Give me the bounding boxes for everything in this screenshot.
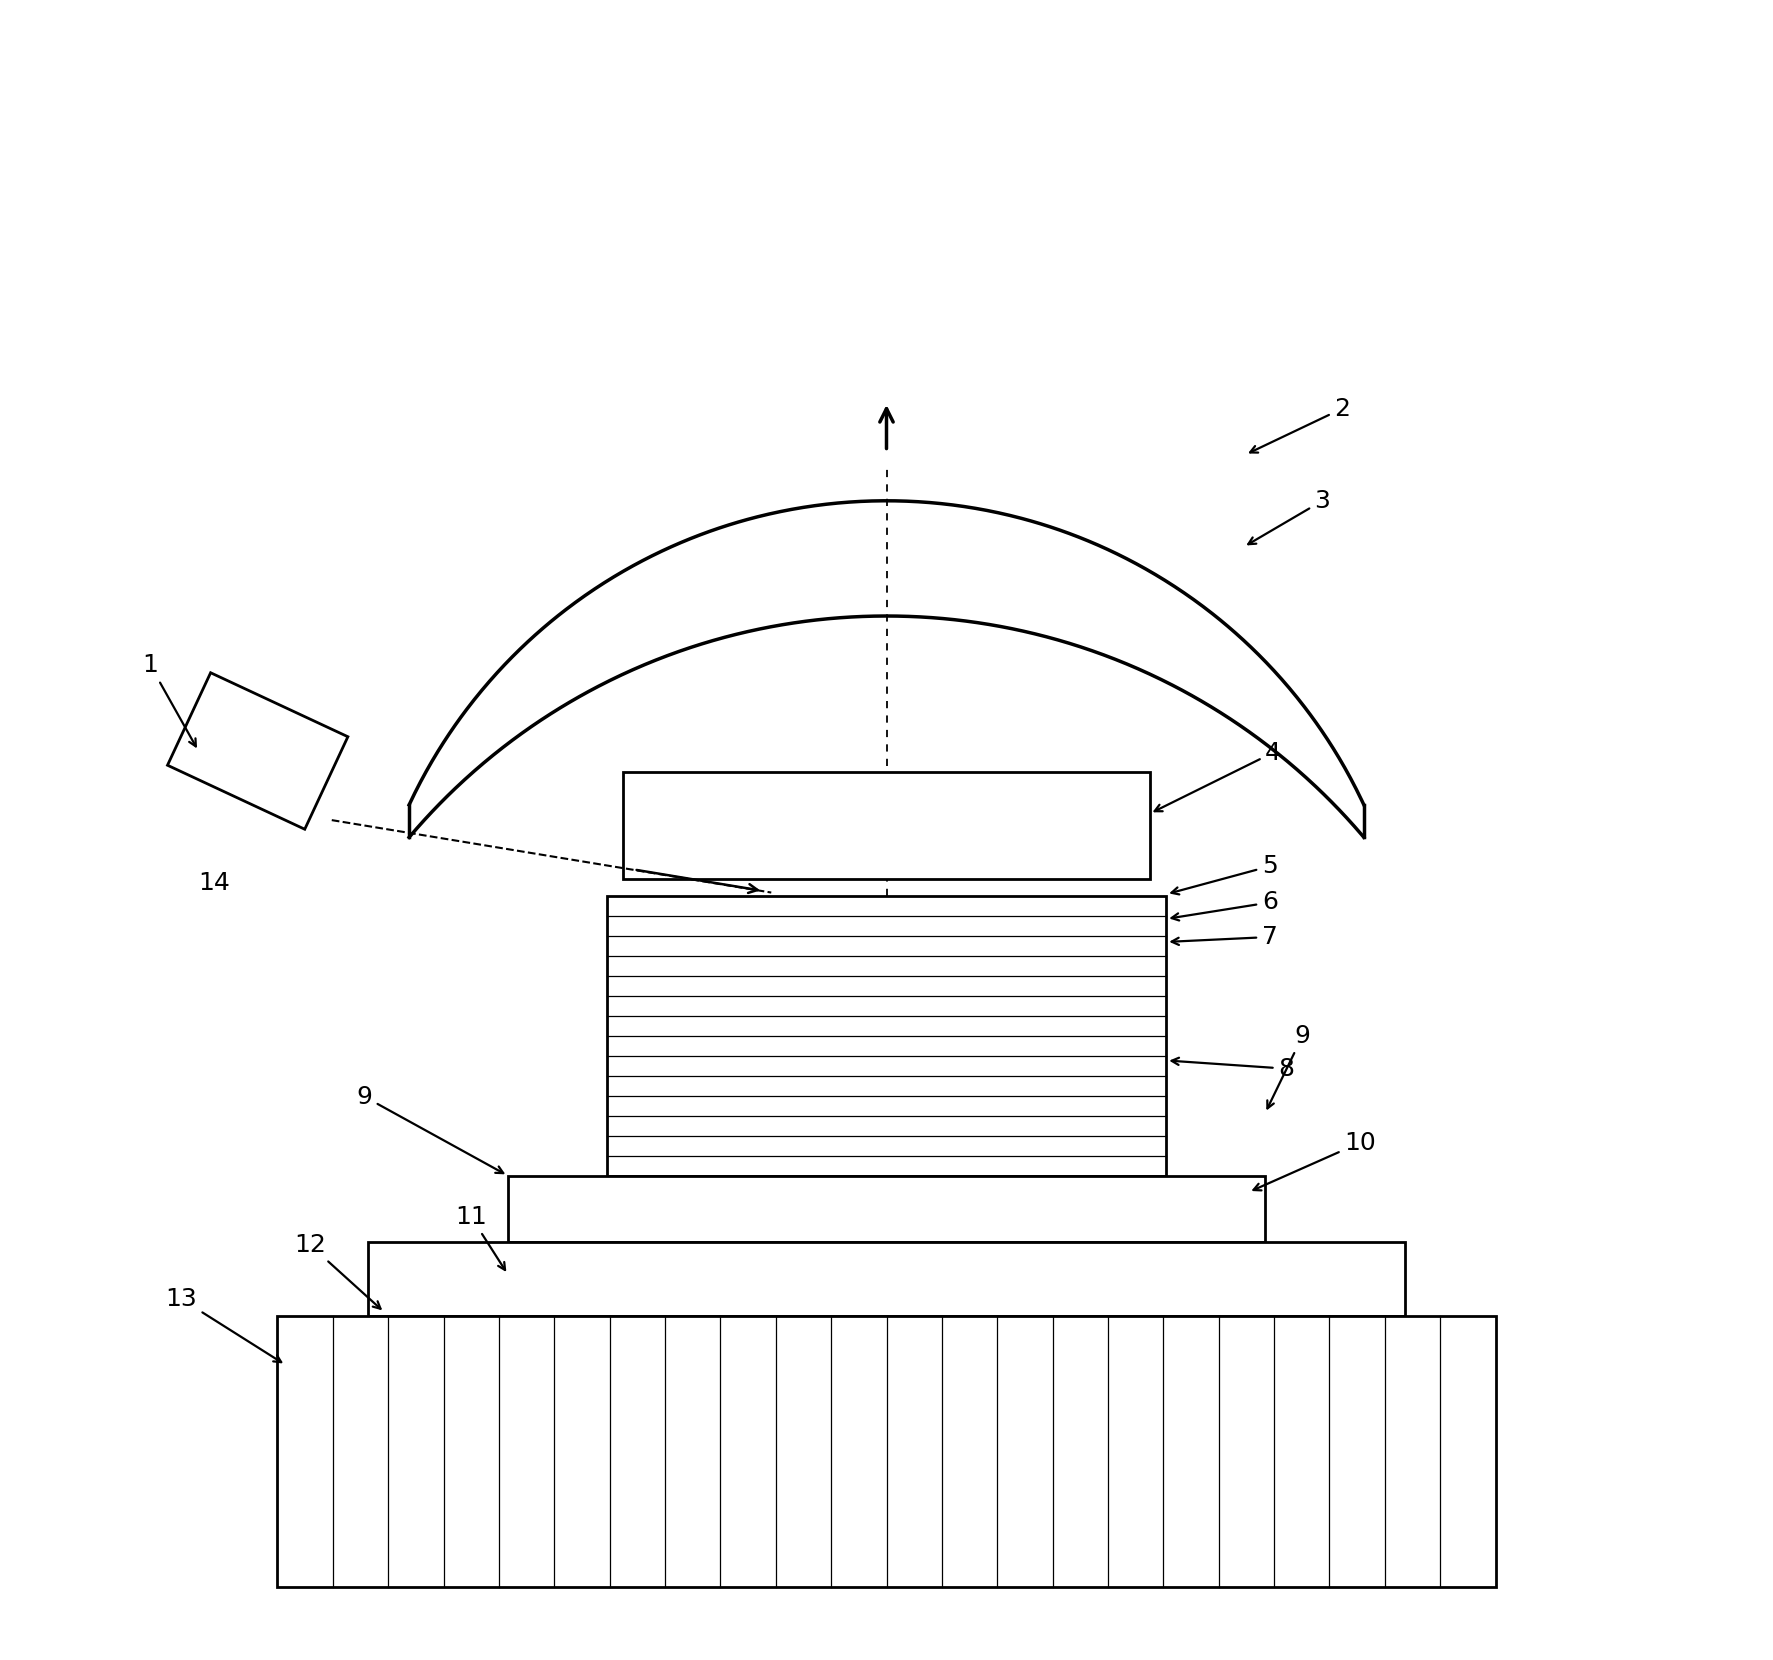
Text: 13: 13 bbox=[165, 1286, 282, 1363]
Text: 5: 5 bbox=[1172, 855, 1278, 895]
Bar bbox=[277, 1316, 1496, 1587]
Bar bbox=[369, 1242, 1404, 1316]
Bar bbox=[622, 772, 1151, 880]
Text: 9: 9 bbox=[1268, 1024, 1310, 1109]
Text: 8: 8 bbox=[1172, 1057, 1294, 1081]
Text: 2: 2 bbox=[1250, 397, 1351, 453]
Text: 12: 12 bbox=[294, 1233, 381, 1308]
Bar bbox=[606, 896, 1167, 1175]
Text: 3: 3 bbox=[1248, 488, 1330, 544]
Text: 7: 7 bbox=[1172, 925, 1278, 950]
Text: 6: 6 bbox=[1172, 890, 1278, 921]
Text: 9: 9 bbox=[356, 1084, 504, 1174]
Text: 14: 14 bbox=[199, 872, 230, 895]
Text: 1: 1 bbox=[142, 654, 195, 747]
Text: 4: 4 bbox=[1154, 740, 1282, 812]
Bar bbox=[507, 1175, 1266, 1242]
Text: 11: 11 bbox=[456, 1205, 505, 1270]
Text: 10: 10 bbox=[1254, 1130, 1376, 1190]
Polygon shape bbox=[167, 672, 348, 830]
